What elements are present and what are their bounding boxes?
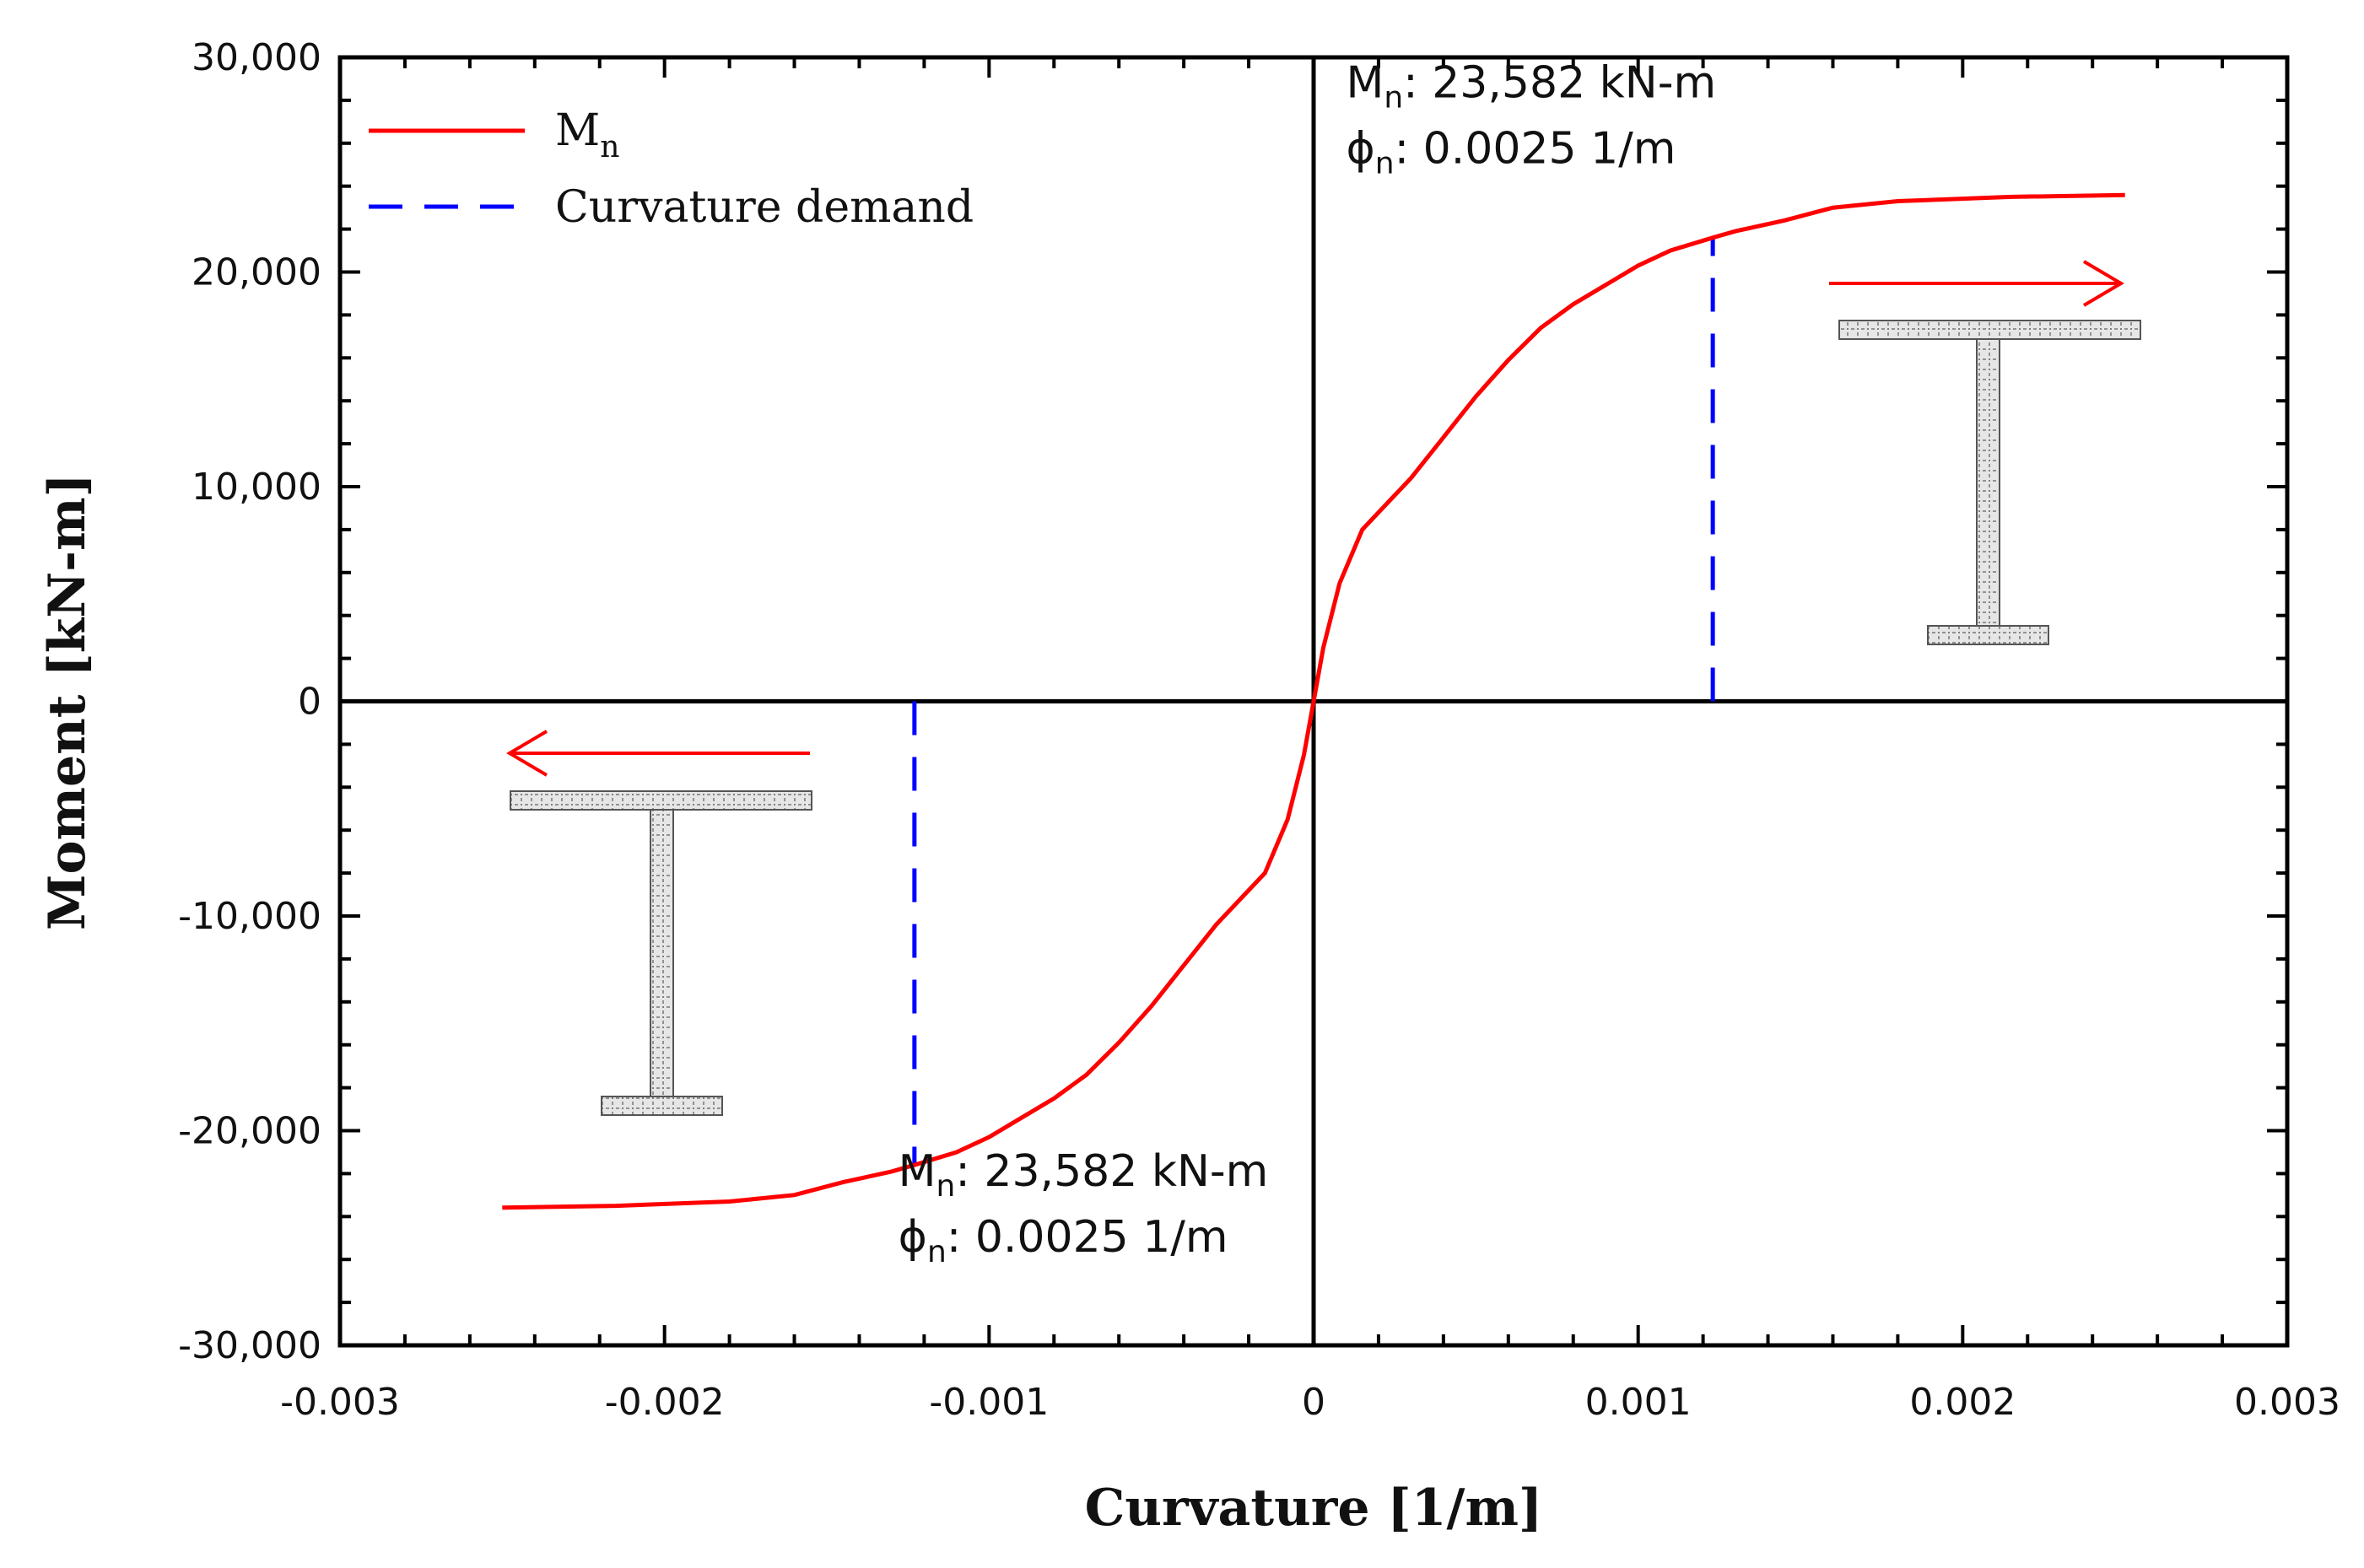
y-tick-label: -30,000 — [178, 1324, 321, 1367]
y-tick-label: 10,000 — [192, 466, 321, 509]
x-tick-label: 0 — [1302, 1381, 1325, 1424]
i-beam-section-icon — [510, 790, 812, 1116]
y-tick-label: -10,000 — [178, 895, 321, 938]
y-tick-label: 0 — [298, 681, 321, 724]
x-tick-label: 0.001 — [1585, 1381, 1692, 1424]
legend: Mn Curvature demand — [369, 105, 974, 233]
x-tick-label: 0.002 — [1909, 1381, 2016, 1424]
annotation-moment-positive: Mn: 23,582 kN-m — [1346, 58, 1716, 116]
axis-ticks — [338, 56, 2289, 1347]
x-axis-title: Curvature [1/m] — [1085, 1479, 1543, 1538]
x-tick-label: 0.003 — [2234, 1381, 2340, 1424]
y-tick-label: 30,000 — [192, 36, 321, 79]
annotation-curvature-positive: ϕn: 0.0025 1/m — [1346, 124, 1676, 181]
x-tick-labels: -0.003 -0.002 -0.001 0 0.001 0.002 0.003 — [280, 1381, 2340, 1424]
annotation-negative: Mn: 23,582 kN-m ϕn: 0.0025 1/m — [899, 1146, 1269, 1269]
i-beam-section-icon — [1838, 320, 2141, 645]
arrow-right-icon — [1829, 260, 2124, 307]
y-axis-title: Moment [kN-m] — [38, 473, 97, 930]
y-tick-labels: -30,000 -20,000 -10,000 0 10,000 20,000 30,000 — [178, 36, 321, 1367]
legend-label-mn: Mn — [555, 105, 619, 164]
x-tick-label: -0.002 — [605, 1381, 725, 1424]
y-tick-label: -20,000 — [178, 1110, 321, 1153]
legend-label-demand: Curvature demand — [555, 182, 974, 233]
y-tick-label: 20,000 — [192, 251, 321, 294]
x-tick-label: -0.001 — [929, 1381, 1049, 1424]
curvature-demand-lines — [912, 237, 1715, 1166]
x-tick-label: -0.003 — [280, 1381, 400, 1424]
annotation-positive: Mn: 23,582 kN-m ϕn: 0.0025 1/m — [1346, 58, 1716, 181]
arrow-left-icon — [506, 730, 810, 777]
series-line-mn — [502, 192, 2125, 1210]
annotation-moment-negative: Mn: 23,582 kN-m — [899, 1146, 1269, 1204]
annotation-curvature-negative: ϕn: 0.0025 1/m — [899, 1212, 1228, 1269]
